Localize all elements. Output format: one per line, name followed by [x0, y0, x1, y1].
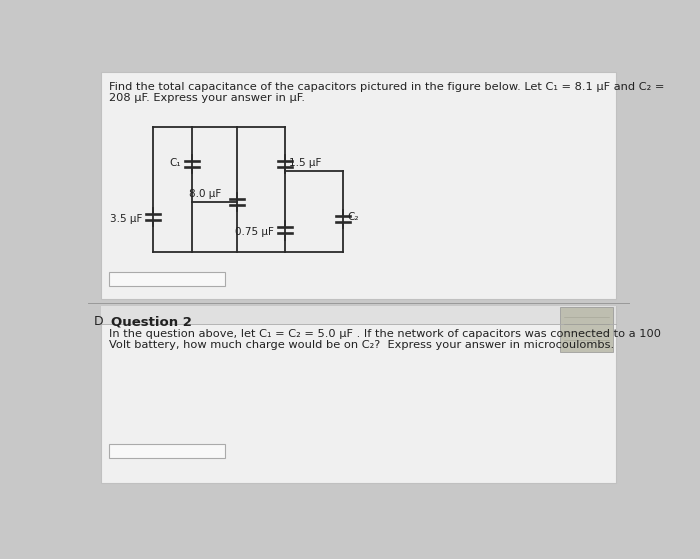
FancyBboxPatch shape — [102, 72, 616, 299]
Text: 0.75 μF: 0.75 μF — [234, 227, 274, 237]
Bar — [109, 272, 225, 286]
Text: Find the total capacitance of the capacitors pictured in the figure below. Let C: Find the total capacitance of the capaci… — [109, 83, 664, 92]
Text: C₁: C₁ — [169, 158, 181, 168]
Bar — [102, 306, 616, 324]
Text: D: D — [94, 315, 104, 328]
Text: Volt battery, how much charge would be on C₂?  Express your answer in microcoulo: Volt battery, how much charge would be o… — [109, 340, 615, 350]
Text: Question 2: Question 2 — [111, 315, 192, 328]
FancyBboxPatch shape — [102, 306, 616, 483]
Text: 3.5 μF: 3.5 μF — [110, 214, 143, 224]
Text: In the question above, let C₁ = C₂ = 5.0 μF . If the network of capacitors was c: In the question above, let C₁ = C₂ = 5.0… — [109, 329, 662, 339]
Bar — [109, 444, 225, 458]
Text: 1.5 μF: 1.5 μF — [289, 158, 321, 168]
Text: 8.0 μF: 8.0 μF — [189, 189, 222, 199]
Bar — [560, 307, 613, 352]
Text: C₂: C₂ — [347, 212, 358, 222]
Text: 208 μF. Express your answer in μF.: 208 μF. Express your answer in μF. — [109, 93, 305, 103]
